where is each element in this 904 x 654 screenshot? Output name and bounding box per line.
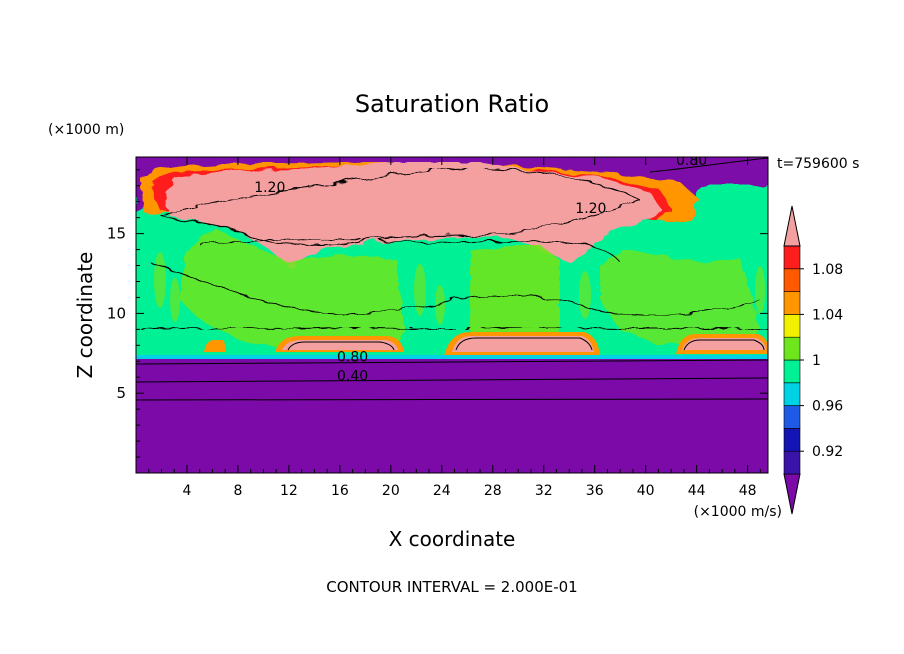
x-axis: 4 8 12 16 20 24 28 32 36 40 44 48	[148, 157, 761, 499]
colorbar-label: 1	[812, 353, 821, 369]
y-unit-label: (×1000 m)	[48, 122, 124, 138]
colorbar-swatch	[783, 205, 801, 247]
contour-lens-right	[683, 339, 765, 351]
contour-labels: 1.20 1.20 0.80 0.80 0.40	[254, 153, 707, 384]
colorbar-swatch	[783, 382, 801, 406]
colorbar-swatch	[783, 428, 801, 452]
chart-title: Saturation Ratio	[355, 90, 549, 118]
colorbar-label: 0.92	[812, 444, 843, 460]
x-tick-label: 28	[484, 483, 502, 499]
field-plume-right	[600, 250, 760, 345]
contour-040-low	[136, 377, 768, 383]
colorbar-swatch	[783, 245, 801, 270]
field-dry-layer	[136, 359, 768, 473]
contour-upper-3	[649, 157, 768, 173]
colorbar-swatch	[783, 359, 801, 384]
time-label: t=759600 s	[777, 156, 859, 172]
contour-mid-2	[139, 326, 768, 331]
y-tick-label: 10	[107, 304, 126, 322]
x-tick-label: 24	[433, 483, 451, 499]
contour-label: 1.20	[575, 201, 606, 217]
lens-far-left	[204, 340, 226, 352]
colorbar-label: 1.08	[812, 262, 843, 278]
contour-upper-2	[199, 237, 621, 263]
contour-mid-1	[149, 261, 761, 316]
contour-label: 0.40	[337, 368, 368, 384]
x-tick-label: 40	[637, 483, 655, 499]
contour-label: 0.80	[676, 153, 707, 169]
lens-center-core	[452, 336, 594, 352]
field-plume-left	[180, 228, 405, 348]
colorbar-swatch	[783, 473, 801, 515]
y-axis: 5 10 15	[107, 169, 768, 458]
x-tick-label: 36	[586, 483, 604, 499]
contour-interval-note: CONTOUR INTERVAL = 2.000E-01	[326, 578, 577, 596]
contour-upper-1	[158, 167, 642, 247]
x-tick-label: 44	[688, 483, 706, 499]
x-tick-label: 48	[739, 483, 757, 499]
y-tick-label: 5	[116, 384, 126, 402]
contour-label: 0.80	[337, 349, 368, 365]
colorbar-swatch	[783, 336, 801, 361]
x-tick-label: 8	[233, 483, 242, 499]
field-dry-boundary	[136, 355, 768, 359]
colorbar-swatch	[783, 450, 801, 475]
lens-right-core	[682, 338, 766, 350]
x-tick-label: 16	[331, 483, 349, 499]
x-tick-label: 4	[183, 483, 192, 499]
colorbar: 0.92 0.96 1 1.04 1.08	[783, 205, 843, 515]
y-tick-label: 15	[107, 225, 126, 243]
colorbar-label: 0.96	[812, 399, 843, 415]
x-tick-label: 12	[280, 483, 298, 499]
colorbar-swatch	[783, 405, 801, 429]
colorbar-label: 1.04	[812, 307, 843, 323]
contour-label: 1.20	[254, 180, 285, 196]
colorbar-swatch	[783, 291, 801, 315]
x-tick-label: 20	[382, 483, 400, 499]
colorbar-swatch	[783, 268, 801, 292]
contour-lens-left	[287, 341, 395, 351]
field-plume-center	[470, 245, 560, 335]
x-tick-label: 32	[535, 483, 553, 499]
plot-area: 1.20 1.20 0.80 0.80 0.40	[136, 153, 768, 473]
plot-frame	[135, 156, 769, 474]
contour-lens-center	[455, 337, 593, 351]
x-axis-title: X coordinate	[389, 527, 516, 551]
colorbar-swatch	[783, 314, 801, 338]
y-axis-title: Z coordinate	[73, 252, 97, 379]
x-unit-label: (×1000 m/s)	[694, 504, 782, 520]
